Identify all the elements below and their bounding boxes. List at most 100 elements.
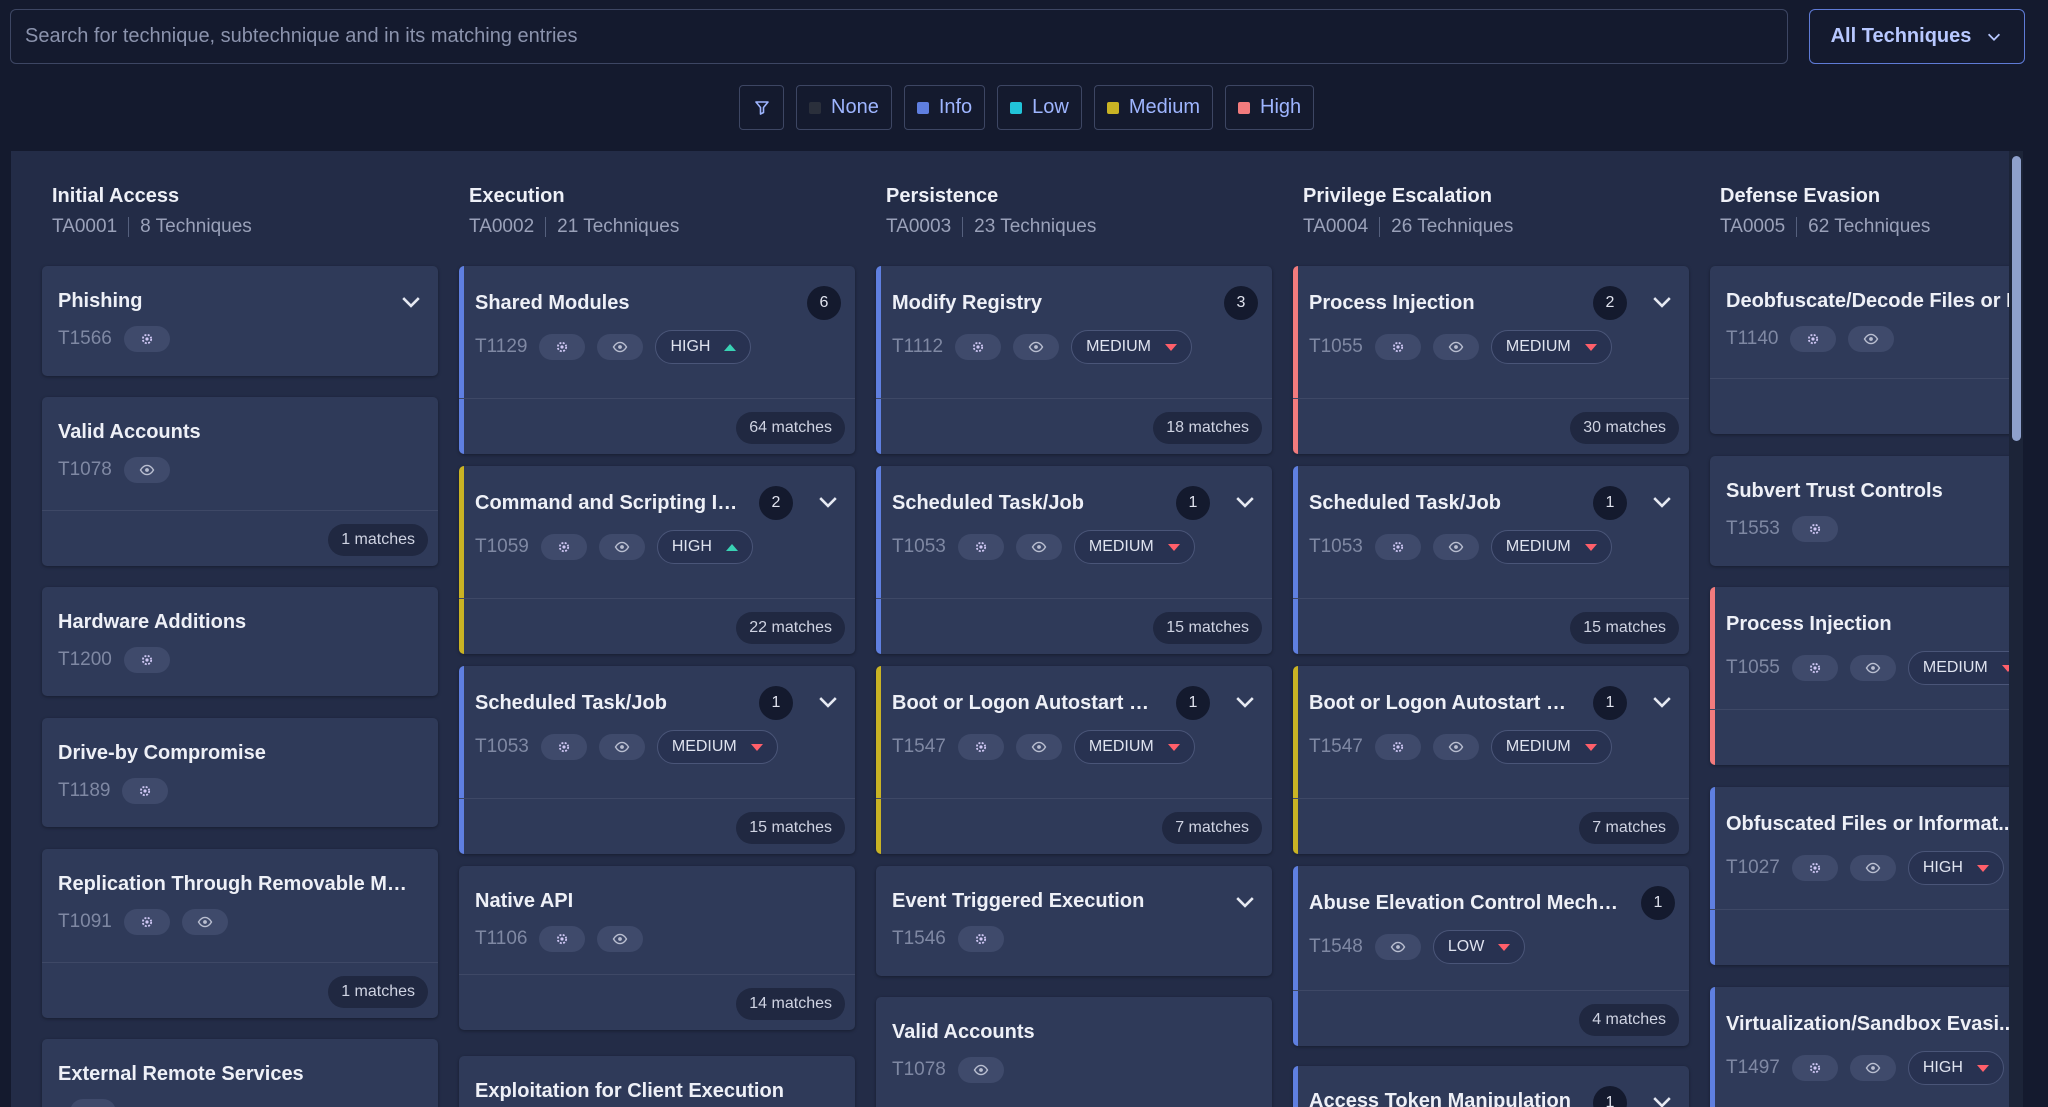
gear-icon[interactable]	[957, 534, 1004, 560]
eye-icon[interactable]	[1015, 534, 1062, 560]
eye-icon[interactable]	[1849, 855, 1896, 881]
technique-card[interactable]: Native API T1106 14 matches	[459, 866, 855, 1030]
matches-count[interactable]: 30 matches	[1570, 412, 1679, 444]
severity-dropdown[interactable]: MEDIUM	[1490, 330, 1612, 364]
gear-icon[interactable]	[1791, 855, 1838, 881]
eye-icon[interactable]	[1849, 1055, 1896, 1081]
all-techniques-dropdown[interactable]: All Techniques	[1809, 9, 2025, 64]
expand-chevron-icon[interactable]	[1649, 289, 1675, 315]
severity-dropdown[interactable]: LOW	[1432, 930, 1526, 964]
eye-icon[interactable]	[1015, 734, 1062, 760]
matches-count[interactable]: 7 matches	[1162, 812, 1262, 844]
gear-icon[interactable]	[539, 334, 586, 360]
search-input[interactable]	[25, 25, 1787, 48]
severity-dropdown[interactable]: MEDIUM	[1073, 530, 1195, 564]
eye-icon[interactable]	[1432, 534, 1479, 560]
technique-card[interactable]: Boot or Logon Autostart Exec... 1 T1547 MED…	[1293, 666, 1689, 854]
filter-info-button[interactable]: Info	[903, 85, 986, 130]
technique-card[interactable]: Exploitation for Client Execution	[459, 1056, 855, 1107]
technique-card[interactable]: Hardware Additions T1200	[42, 587, 438, 696]
expand-chevron-icon[interactable]	[1232, 889, 1258, 915]
matches-count[interactable]: 14 matches	[736, 988, 845, 1020]
eye-icon[interactable]	[181, 909, 228, 935]
eye-icon[interactable]	[1848, 326, 1895, 352]
technique-card[interactable]: Abuse Elevation Control Mechani... 1 T1548…	[1293, 866, 1689, 1046]
gear-icon[interactable]	[1791, 1055, 1838, 1081]
expand-chevron-icon[interactable]	[1649, 689, 1675, 715]
gear-icon[interactable]	[539, 926, 586, 952]
eye-icon[interactable]	[597, 926, 644, 952]
expand-chevron-icon[interactable]	[1232, 689, 1258, 715]
filter-medium-button[interactable]: Medium	[1093, 85, 1214, 130]
eye-icon[interactable]	[597, 334, 644, 360]
gear-icon[interactable]	[1791, 655, 1838, 681]
matches-count[interactable]: 15 matches	[1570, 612, 1679, 644]
filter-button[interactable]	[739, 85, 784, 130]
matches-count[interactable]: 4 matches	[1579, 1004, 1679, 1036]
gear-icon[interactable]	[123, 909, 170, 935]
gear-icon[interactable]	[70, 1099, 116, 1107]
technique-card[interactable]: Boot or Logon Autostart Exec... 1 T1547 MED…	[876, 666, 1272, 854]
board-scrollbar[interactable]	[2009, 151, 2023, 1107]
technique-card[interactable]: Process Injection T1055 MEDIUM 3	[1710, 587, 2020, 765]
matches-count[interactable]: 15 matches	[1153, 612, 1262, 644]
matches-count[interactable]: 1 matches	[328, 976, 428, 1008]
severity-dropdown[interactable]: MEDIUM	[1073, 730, 1195, 764]
gear-icon[interactable]	[957, 734, 1004, 760]
scrollbar-thumb[interactable]	[2012, 156, 2021, 441]
technique-card[interactable]: Scheduled Task/Job 1 T1053 MEDIUM 15 matches	[459, 666, 855, 854]
technique-card[interactable]: Virtualization/Sandbox Evasi... T1497 HIGH	[1710, 987, 2020, 1107]
matches-count[interactable]: 15 matches	[736, 812, 845, 844]
severity-dropdown[interactable]: HIGH	[656, 530, 753, 564]
technique-card[interactable]: Replication Through Removable Media T1091…	[42, 849, 438, 1018]
expand-chevron-icon[interactable]	[1232, 489, 1258, 515]
eye-icon[interactable]	[1374, 934, 1421, 960]
eye-icon[interactable]	[598, 534, 645, 560]
technique-card[interactable]: Command and Scripting Inte... 2 T1059 HIGH 2…	[459, 466, 855, 654]
severity-dropdown[interactable]: MEDIUM	[1490, 730, 1612, 764]
eye-icon[interactable]	[957, 1057, 1004, 1083]
gear-icon[interactable]	[1374, 534, 1421, 560]
expand-chevron-icon[interactable]	[815, 489, 841, 515]
technique-card[interactable]: External Remote Services	[42, 1039, 438, 1107]
expand-chevron-icon[interactable]	[1649, 1089, 1675, 1107]
eye-icon[interactable]	[1432, 334, 1479, 360]
gear-icon[interactable]	[1790, 326, 1837, 352]
eye-icon[interactable]	[1013, 334, 1060, 360]
filter-low-button[interactable]: Low	[997, 85, 1082, 130]
eye-icon[interactable]	[1432, 734, 1479, 760]
expand-chevron-icon[interactable]	[398, 289, 424, 315]
technique-card[interactable]: Valid Accounts T1078	[876, 997, 1272, 1107]
technique-card[interactable]: Shared Modules 6 T1129 HIGH 64 matches	[459, 266, 855, 454]
matches-count[interactable]: 22 matches	[736, 612, 845, 644]
severity-dropdown[interactable]: MEDIUM	[1907, 651, 2020, 685]
severity-dropdown[interactable]: HIGH	[1907, 1051, 2004, 1085]
technique-card[interactable]: Deobfuscate/Decode Files or In T1140	[1710, 266, 2020, 434]
technique-card[interactable]: Valid Accounts T1078 1 matches	[42, 397, 438, 566]
gear-icon[interactable]	[1374, 334, 1421, 360]
gear-icon[interactable]	[540, 534, 587, 560]
matches-count[interactable]: 18 matches	[1153, 412, 1262, 444]
severity-dropdown[interactable]: MEDIUM	[656, 730, 778, 764]
matches-count[interactable]: 7 matches	[1579, 812, 1679, 844]
gear-icon[interactable]	[955, 334, 1002, 360]
eye-icon[interactable]	[598, 734, 645, 760]
matches-count[interactable]: 1 matches	[328, 524, 428, 556]
severity-dropdown[interactable]: MEDIUM	[1490, 530, 1612, 564]
technique-card[interactable]: Scheduled Task/Job 1 T1053 MEDIUM 15 matches	[1293, 466, 1689, 654]
severity-dropdown[interactable]: HIGH	[1907, 851, 2004, 885]
matches-count[interactable]: 64 matches	[736, 412, 845, 444]
technique-card[interactable]: Process Injection 2 T1055 MEDIUM 30 matches	[1293, 266, 1689, 454]
gear-icon[interactable]	[1791, 516, 1838, 542]
expand-chevron-icon[interactable]	[815, 689, 841, 715]
severity-dropdown[interactable]: MEDIUM	[1071, 330, 1192, 364]
technique-card[interactable]: Phishing T1566	[42, 266, 438, 376]
gear-icon[interactable]	[123, 326, 170, 352]
gear-icon[interactable]	[957, 926, 1004, 952]
eye-icon[interactable]	[123, 457, 170, 483]
eye-icon[interactable]	[1849, 655, 1896, 681]
gear-icon[interactable]	[123, 647, 170, 673]
technique-card[interactable]: Scheduled Task/Job 1 T1053 MEDIUM 15 matches	[876, 466, 1272, 654]
technique-card[interactable]: Drive-by Compromise T1189	[42, 718, 438, 827]
gear-icon[interactable]	[540, 734, 587, 760]
